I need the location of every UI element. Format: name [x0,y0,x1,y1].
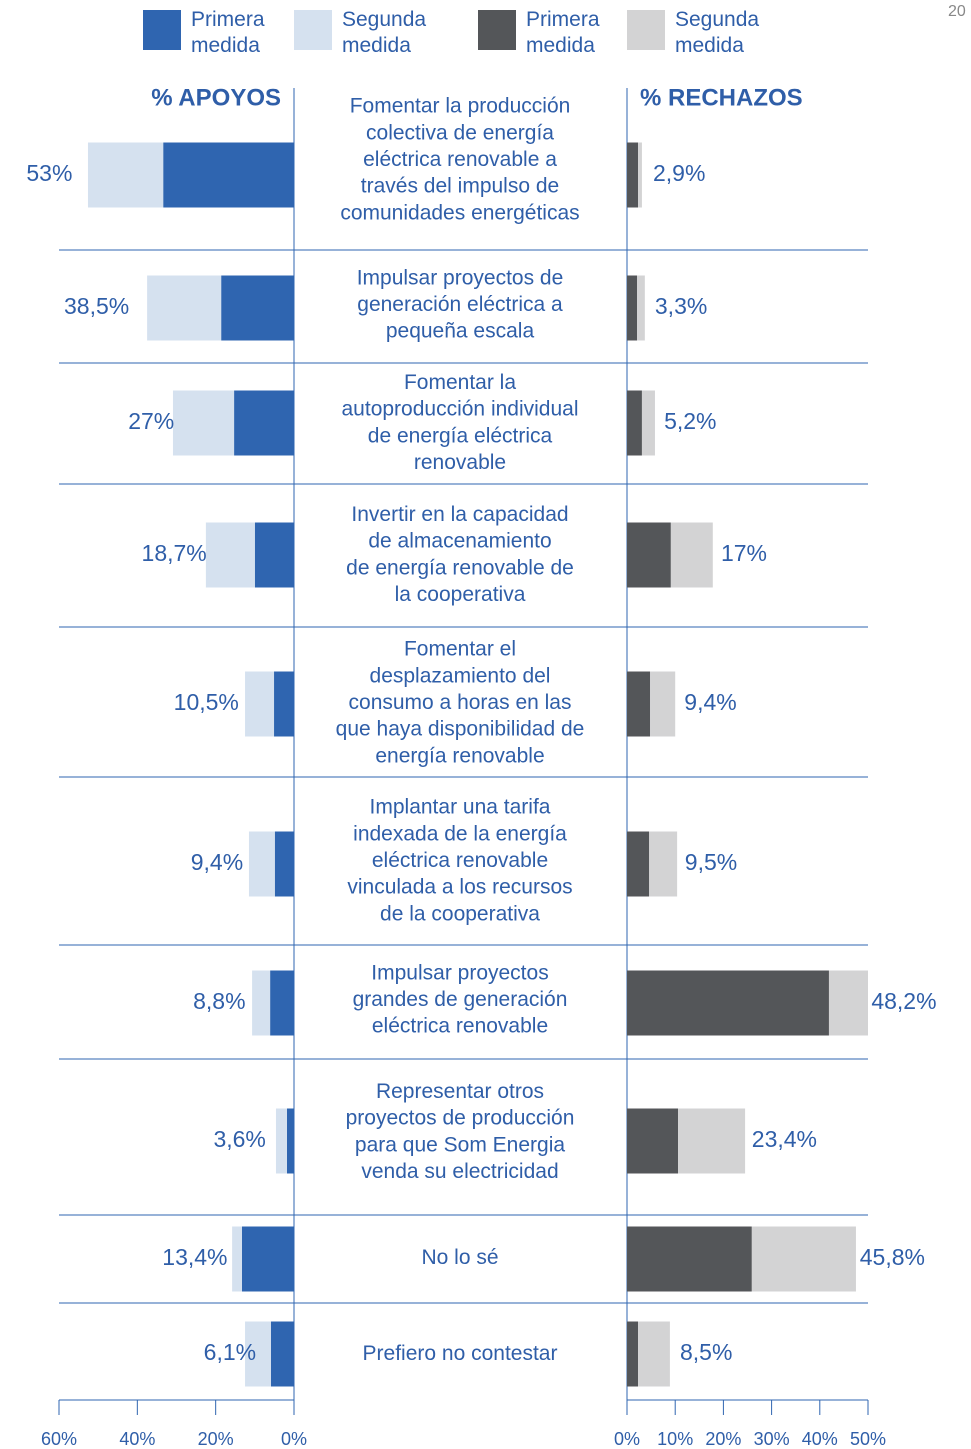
bar-segment [627,1108,679,1174]
bar-segment [641,390,655,456]
bar-segment [87,142,164,208]
bar-segment [650,671,676,737]
legend-swatch [294,10,332,50]
bar-segment [245,1321,271,1387]
bar-segment [275,1108,287,1174]
x-tick-label: 20% [198,1429,234,1449]
bar-segment [627,275,638,341]
bar-segment [270,970,294,1036]
bar-segment [637,275,645,341]
total-label: 3,3% [655,293,707,319]
bar-segment [627,970,829,1036]
bar-segment [627,390,642,456]
bar-segment [254,522,294,588]
total-label: 2,9% [653,160,705,186]
x-tick-label: 40% [119,1429,155,1449]
bar-segment [274,831,294,897]
x-tick-label: 30% [754,1429,790,1449]
total-label: 23,4% [752,1126,817,1152]
bar-segment [252,970,271,1036]
legend-swatch [627,10,665,50]
total-label: 53% [26,160,72,186]
category-label: Fomentar la producción colectiva de energ… [340,94,579,224]
bar-segment [638,1321,670,1387]
bar-segment [627,671,651,737]
category-label: Invertir en la capacidad de almacenamient… [346,502,574,605]
bar-segment [638,142,642,208]
bar-segment [147,275,222,341]
total-label: 3,6% [213,1126,265,1152]
bar-segment [627,831,650,897]
bar-segment [751,1226,856,1292]
category-label: Prefiero no contestar [363,1342,558,1365]
total-label: 27% [128,408,174,434]
bar-segment [163,142,294,208]
bar-segment [274,671,294,737]
category-label: Implantar una tarifa indexada de la energ… [347,795,572,925]
bar-segment [828,970,868,1036]
total-label: 5,2% [664,408,716,434]
bar-segment [627,1226,752,1292]
bar-segment [241,1226,294,1292]
legend-label: Segunda medida [342,8,426,57]
x-tick-label: 0% [281,1429,307,1449]
bar-segment [234,390,294,456]
bar-segment [205,522,255,588]
category-label: No lo sé [421,1246,498,1269]
legend-swatch [143,10,181,50]
x-tick-label: 40% [802,1429,838,1449]
x-tick-label: 20% [705,1429,741,1449]
total-label: 9,5% [685,849,737,875]
bar-segment [649,831,678,897]
total-label: 8,8% [193,988,245,1014]
category-label: Fomentar el desplazamiento del consumo a h… [336,637,585,767]
total-label: 38,5% [64,293,129,319]
total-label: 17% [721,540,767,566]
total-label: 10,5% [174,689,239,715]
bar-segment [627,1321,639,1387]
x-tick-label: 50% [850,1429,886,1449]
bar-segment [678,1108,746,1174]
category-label: Fomentar la autoproducción individual de e… [342,370,579,473]
x-tick-label: 0% [614,1429,640,1449]
bar-segment [627,142,639,208]
legend-label: Primera medida [526,8,600,57]
total-label: 13,4% [162,1244,227,1270]
category-label: Impulsar proyectos de generación eléctric… [357,266,564,342]
category-label: Impulsar proyectos grandes de generación e… [353,961,568,1037]
bar-segment [670,522,713,588]
bar-segment [245,671,275,737]
total-label: 9,4% [191,849,243,875]
total-label: 8,5% [680,1339,732,1365]
total-label: 45,8% [860,1244,925,1270]
right-title: % RECHAZOS [640,84,803,111]
legend-swatch [478,10,516,50]
left-title: % APOYOS [151,84,281,111]
bar-segment [270,1321,294,1387]
bar-segment [627,522,671,588]
bar-segment [286,1108,294,1174]
total-label: 18,7% [142,540,207,566]
legend-label: Primera medida [191,8,265,57]
category-label: Representar otros proyectos de producción… [346,1079,575,1182]
legend-label: Segunda medida [675,8,759,57]
total-label: 9,4% [684,689,736,715]
bar-segment [248,831,275,897]
x-tick-label: 60% [41,1429,77,1449]
x-tick-label: 10% [657,1429,693,1449]
total-label: 48,2% [871,988,936,1014]
bar-segment [221,275,294,341]
bar-segment [172,390,235,456]
total-label: 6,1% [204,1339,256,1365]
page-number: 20 [948,3,966,20]
bar-segment [232,1226,242,1292]
